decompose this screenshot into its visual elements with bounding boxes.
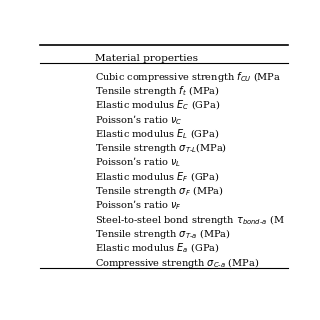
Text: Steel-to-steel bond strength $\tau_{bond\text{-}a}$ (M: Steel-to-steel bond strength $\tau_{bond… — [95, 213, 284, 227]
Text: Tensile strength $f_t$ (MPa): Tensile strength $f_t$ (MPa) — [95, 84, 219, 98]
Text: Elastic modulus $E_a$ (GPa): Elastic modulus $E_a$ (GPa) — [95, 241, 219, 255]
Text: Compressive strength $\sigma_{C\text{-}a}$ (MPa): Compressive strength $\sigma_{C\text{-}a… — [95, 256, 259, 270]
Text: Poisson’s ratio $\nu_C$: Poisson’s ratio $\nu_C$ — [95, 113, 182, 127]
Text: Elastic modulus $E_F$ (GPa): Elastic modulus $E_F$ (GPa) — [95, 170, 219, 184]
Text: Poisson’s ratio $\nu_L$: Poisson’s ratio $\nu_L$ — [95, 156, 181, 170]
Text: Tensile strength $\sigma_{T\text{-}L}$(MPa): Tensile strength $\sigma_{T\text{-}L}$(M… — [95, 141, 227, 156]
Text: Elastic modulus $E_C$ (GPa): Elastic modulus $E_C$ (GPa) — [95, 99, 220, 112]
Text: Tensile strength $\sigma_F$ (MPa): Tensile strength $\sigma_F$ (MPa) — [95, 184, 223, 198]
Text: Cubic compressive strength $f_{CU}$ (MPa: Cubic compressive strength $f_{CU}$ (MPa — [95, 70, 281, 84]
Text: Poisson’s ratio $\nu_F$: Poisson’s ratio $\nu_F$ — [95, 198, 181, 212]
Text: Elastic modulus $E_L$ (GPa): Elastic modulus $E_L$ (GPa) — [95, 127, 219, 141]
Text: Material properties: Material properties — [95, 54, 197, 63]
Text: Tensile strength $\sigma_{T\text{-}a}$ (MPa): Tensile strength $\sigma_{T\text{-}a}$ (… — [95, 227, 230, 241]
